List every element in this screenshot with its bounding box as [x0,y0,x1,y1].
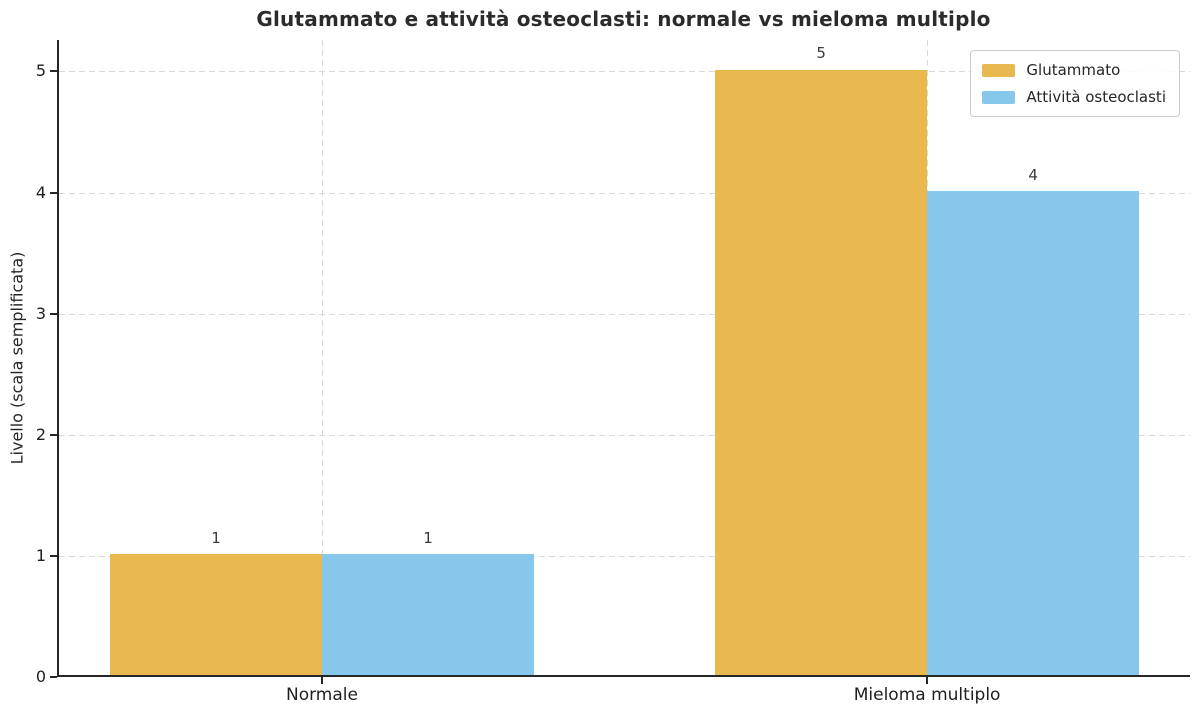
y-tick-label: 2 [35,424,46,444]
legend-item: Attività osteoclasti [982,88,1166,106]
bar-glutammato [109,553,322,675]
y-tick-label: 5 [35,61,46,81]
y-tick-mark [50,433,57,436]
y-axis-label: Livello (scala semplificata) [7,251,27,465]
x-tick-label: Normale [285,685,358,705]
bar-value-label: 1 [423,528,433,547]
h-gridline [59,71,1190,73]
legend: Glutammato Attività osteoclasti [970,50,1180,117]
h-gridline [59,555,1190,557]
bar-value-label: 1 [211,528,221,547]
v-gridline [321,40,323,675]
x-tick-mark [320,677,323,684]
plot-area: 0 1 2 3 4 5 Normale Mieloma multiplo 1 5 1 4 [36,40,1190,705]
h-gridline [59,434,1190,436]
x-tick-label: Mieloma multiplo [853,685,1001,705]
bar-glutammato [715,69,928,675]
y-tick-label: 4 [35,182,46,202]
y-tick-mark [50,554,57,557]
h-gridline [59,192,1190,194]
x-tick-mark [926,677,929,684]
y-tick-label: 0 [35,667,46,686]
h-gridline [59,313,1190,315]
legend-item-label: Attività osteoclasti [1026,88,1166,106]
bar-osteoclasti [321,553,534,675]
bar-osteoclasti [927,190,1140,675]
legend-swatch [982,90,1016,104]
bar-value-label: 5 [816,44,826,63]
chart-title: Glutammato e attività osteoclasti: norma… [256,7,991,31]
legend-item-label: Glutammato [1026,61,1121,79]
bar-value-label: 4 [1028,165,1038,184]
y-tick-label: 1 [35,545,46,565]
y-tick-mark [50,70,57,73]
y-tick-label: 3 [35,303,46,323]
y-tick-mark [50,676,57,678]
legend-swatch [982,63,1016,77]
y-tick-mark [50,312,57,315]
legend-item: Glutammato [982,61,1166,79]
y-tick-mark [50,191,57,194]
